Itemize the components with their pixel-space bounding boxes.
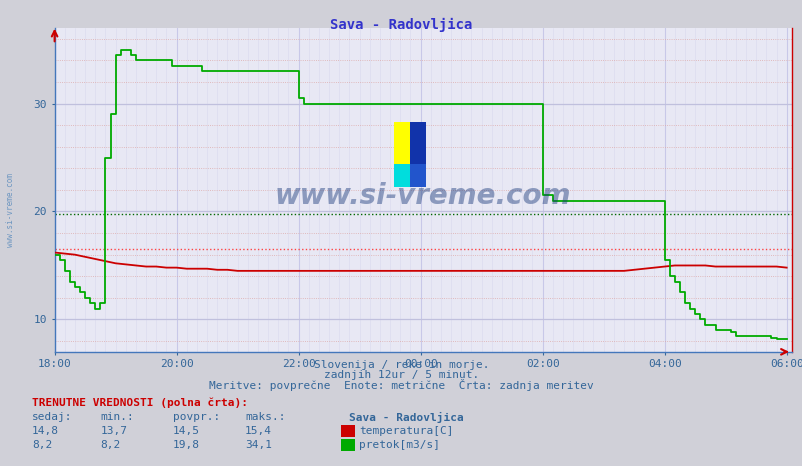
Text: Meritve: povprečne  Enote: metrične  Črta: zadnja meritev: Meritve: povprečne Enote: metrične Črta:… — [209, 379, 593, 391]
Text: povpr.:: povpr.: — [172, 412, 220, 422]
Text: www.si-vreme.com: www.si-vreme.com — [274, 182, 571, 210]
Text: Slovenija / reke in morje.: Slovenija / reke in morje. — [314, 360, 488, 370]
Text: temperatura[C]: temperatura[C] — [358, 426, 453, 436]
Text: TRENUTNE VREDNOSTI (polna črta):: TRENUTNE VREDNOSTI (polna črta): — [32, 397, 248, 408]
FancyBboxPatch shape — [409, 164, 426, 187]
Text: 14,8: 14,8 — [32, 426, 59, 436]
Text: pretok[m3/s]: pretok[m3/s] — [358, 440, 439, 450]
Text: 13,7: 13,7 — [100, 426, 128, 436]
Text: zadnjih 12ur / 5 minut.: zadnjih 12ur / 5 minut. — [323, 370, 479, 379]
Text: www.si-vreme.com: www.si-vreme.com — [6, 173, 15, 247]
Text: 14,5: 14,5 — [172, 426, 200, 436]
Text: Sava - Radovljica: Sava - Radovljica — [349, 412, 464, 424]
Text: 19,8: 19,8 — [172, 440, 200, 450]
Text: min.:: min.: — [100, 412, 134, 422]
Text: Sava - Radovljica: Sava - Radovljica — [330, 18, 472, 32]
Text: 8,2: 8,2 — [100, 440, 120, 450]
FancyBboxPatch shape — [393, 122, 409, 164]
Text: 15,4: 15,4 — [245, 426, 272, 436]
Text: maks.:: maks.: — [245, 412, 285, 422]
FancyBboxPatch shape — [409, 122, 426, 164]
Text: sedaj:: sedaj: — [32, 412, 72, 422]
Text: 34,1: 34,1 — [245, 440, 272, 450]
FancyBboxPatch shape — [393, 164, 409, 187]
Text: 8,2: 8,2 — [32, 440, 52, 450]
